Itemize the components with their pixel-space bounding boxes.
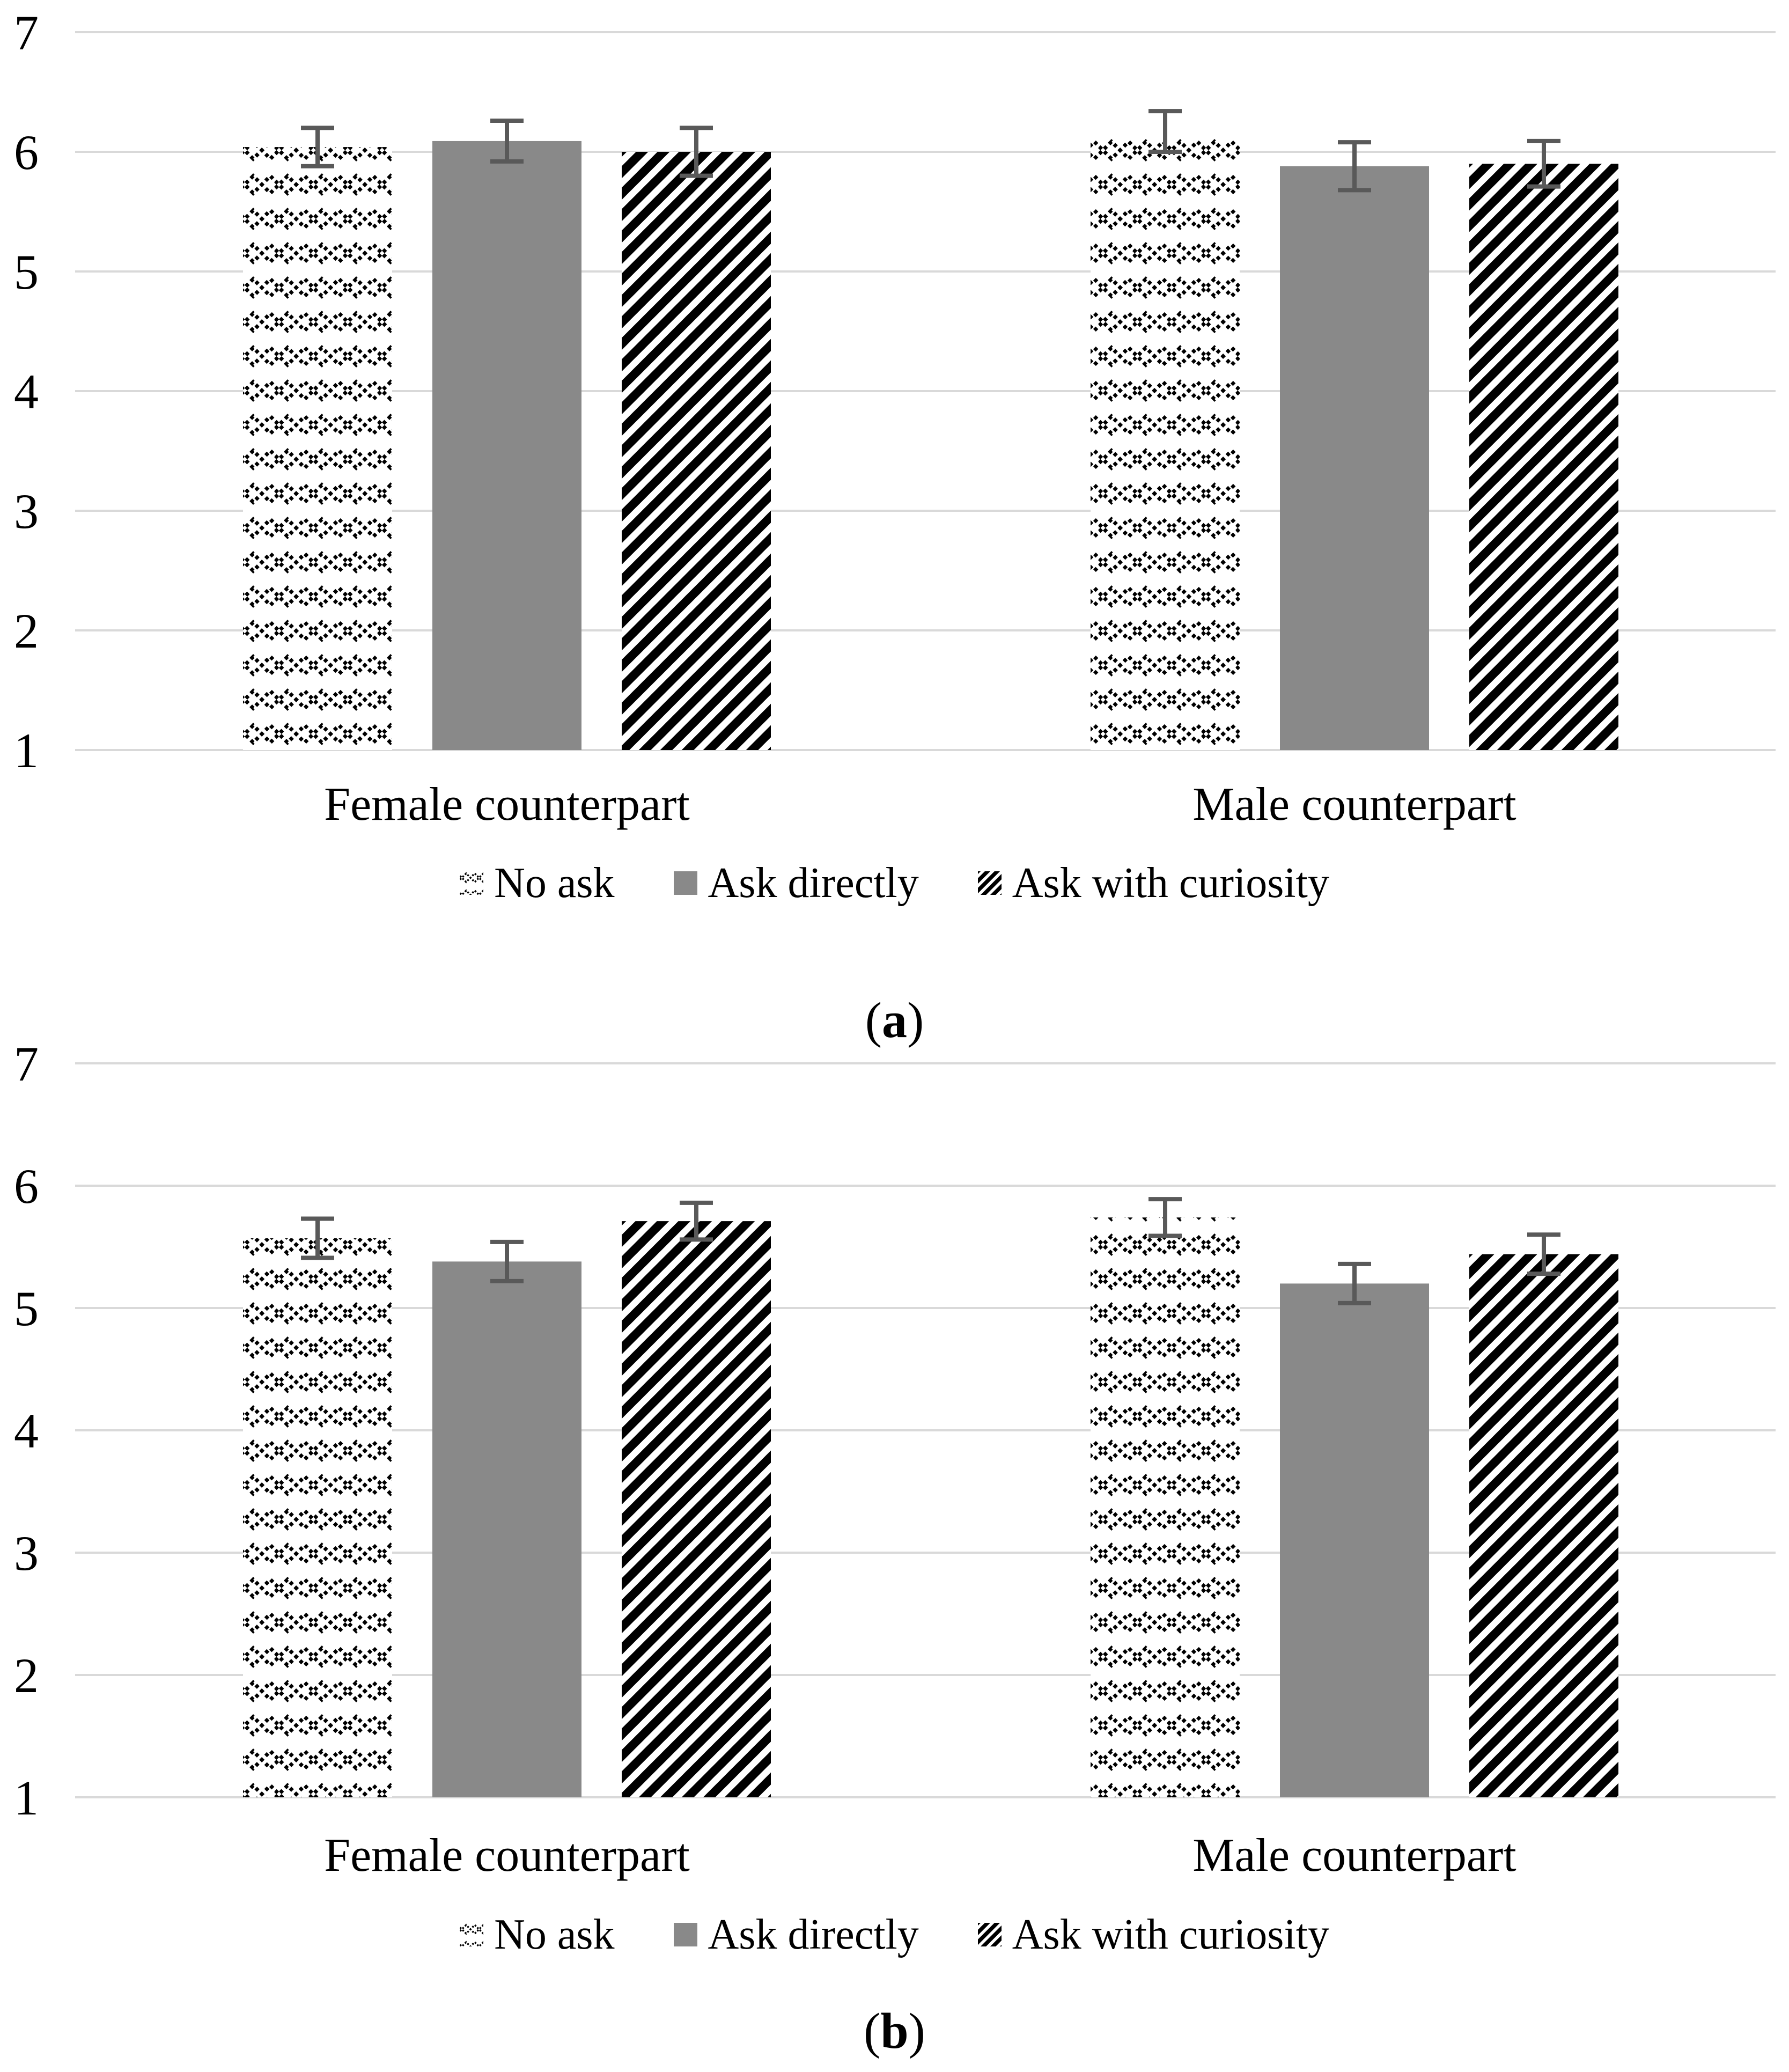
y-tick-label: 5 bbox=[14, 245, 39, 299]
y-tick-label: 4 bbox=[14, 364, 39, 419]
y-tick-label: 2 bbox=[14, 604, 39, 658]
legend-swatch-solid-icon bbox=[673, 1923, 697, 1946]
bar-stripe bbox=[622, 152, 771, 750]
category-label: Female counterpart bbox=[324, 778, 690, 831]
y-tick-label: 5 bbox=[14, 1281, 39, 1336]
error-bar bbox=[1527, 1232, 1560, 1276]
bar-solid bbox=[1280, 166, 1429, 750]
bar-weave bbox=[243, 1238, 392, 1797]
error-bar bbox=[301, 126, 334, 168]
y-tick-label: 3 bbox=[14, 484, 39, 539]
error-bar bbox=[680, 1200, 713, 1242]
y-tick-label: 7 bbox=[14, 1037, 39, 1091]
legend-panel-a: No ask Ask directly Ask with curiosity bbox=[0, 856, 1789, 910]
error-bar bbox=[1527, 138, 1560, 189]
legend-swatch-stripe-icon bbox=[977, 871, 1002, 895]
chart-panel-a: 7 6 5 4 3 2 1 Female counterpart Male counterpar… bbox=[14, 5, 1776, 831]
legend-label: No ask bbox=[494, 859, 615, 907]
y-tick-label: 1 bbox=[14, 723, 39, 778]
legend-swatch-stripe-icon bbox=[977, 1923, 1002, 1946]
error-bar bbox=[1149, 1197, 1182, 1238]
bar-weave bbox=[1091, 131, 1240, 751]
legend-item-ask-directly: Ask directly bbox=[673, 1911, 919, 1959]
caption-letter: a bbox=[882, 993, 907, 1048]
bar-solid bbox=[1280, 1283, 1429, 1797]
y-tick-label: 7 bbox=[14, 5, 39, 60]
y-tick-label: 3 bbox=[14, 1526, 39, 1581]
bar-solid bbox=[432, 1261, 581, 1797]
error-bar bbox=[490, 119, 524, 164]
error-bar bbox=[1338, 140, 1371, 193]
legend-label: Ask with curiosity bbox=[1012, 859, 1329, 907]
caption-open-paren: ( bbox=[865, 993, 882, 1048]
legend-swatch-weave-icon bbox=[460, 871, 484, 895]
chart-panel-b: 7 6 5 4 3 2 1 Female counterpart Male counterpar… bbox=[14, 1037, 1776, 1882]
caption-panel-b: (b) bbox=[0, 2002, 1789, 2072]
legend-label: Ask directly bbox=[708, 859, 919, 907]
caption-close-paren: ) bbox=[907, 993, 924, 1048]
legend-item-ask-with-curiosity: Ask with curiosity bbox=[977, 859, 1329, 908]
category-label: Male counterpart bbox=[1192, 778, 1516, 831]
caption-letter: b bbox=[880, 2003, 909, 2059]
legend-swatch-weave-icon bbox=[460, 1923, 484, 1946]
bar-weave bbox=[243, 147, 392, 751]
y-tick-label: 1 bbox=[14, 1770, 39, 1825]
legend-panel-b: No ask Ask directly Ask with curiosity bbox=[0, 1908, 1789, 1961]
y-tick-label: 6 bbox=[14, 125, 39, 180]
legend-label: Ask directly bbox=[708, 1911, 919, 1958]
legend-item-no-ask: No ask bbox=[460, 1911, 615, 1959]
caption-panel-a: (a) bbox=[0, 991, 1789, 1061]
legend-label: Ask with curiosity bbox=[1012, 1911, 1329, 1958]
error-bar bbox=[1149, 109, 1182, 154]
error-bar bbox=[301, 1216, 334, 1260]
legend-item-ask-with-curiosity: Ask with curiosity bbox=[977, 1911, 1329, 1959]
caption-close-paren: ) bbox=[908, 2003, 925, 2059]
bar-weave bbox=[1091, 1217, 1240, 1797]
caption-open-paren: ( bbox=[864, 2003, 881, 2059]
legend-swatch-solid-icon bbox=[673, 871, 697, 895]
legend-item-no-ask: No ask bbox=[460, 859, 615, 908]
bar-stripe bbox=[1469, 1254, 1618, 1797]
category-label: Female counterpart bbox=[324, 1829, 690, 1882]
y-tick-label: 4 bbox=[14, 1404, 39, 1458]
error-bar bbox=[490, 1239, 524, 1283]
legend-label: No ask bbox=[494, 1911, 615, 1958]
error-bar bbox=[1338, 1261, 1371, 1305]
y-tick-label: 2 bbox=[14, 1648, 39, 1703]
error-bar bbox=[680, 126, 713, 178]
legend-item-ask-directly: Ask directly bbox=[673, 859, 919, 908]
category-label: Male counterpart bbox=[1192, 1829, 1516, 1882]
y-tick-label: 6 bbox=[14, 1159, 39, 1214]
bar-stripe bbox=[622, 1221, 771, 1797]
bar-solid bbox=[432, 141, 581, 751]
bar-stripe bbox=[1469, 164, 1618, 750]
